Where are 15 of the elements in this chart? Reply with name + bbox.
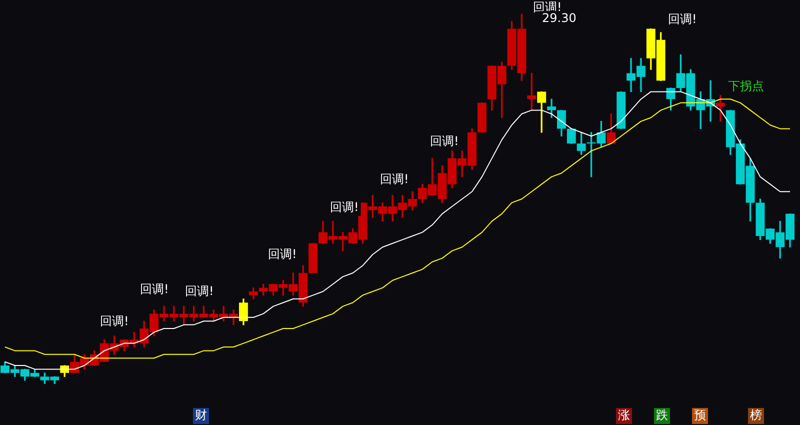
text: 财 xyxy=(195,408,207,422)
text: 涨 xyxy=(618,408,630,422)
annotation: 回调! xyxy=(140,282,169,296)
annotation: 29.30 xyxy=(542,11,576,26)
text: 预 xyxy=(694,408,706,422)
annotation: 回调! xyxy=(100,314,129,328)
text: 榜 xyxy=(750,408,762,422)
annotation: 下拐点 xyxy=(728,79,764,94)
annotation: 回调! xyxy=(430,134,459,148)
annotation: 回调! xyxy=(668,12,697,26)
annotation: 回调! xyxy=(185,284,214,298)
annotation: 回调! xyxy=(330,200,359,214)
annotation: 回调! xyxy=(268,247,297,262)
annotation: 回调! xyxy=(380,172,409,186)
text: 跌 xyxy=(656,408,668,422)
